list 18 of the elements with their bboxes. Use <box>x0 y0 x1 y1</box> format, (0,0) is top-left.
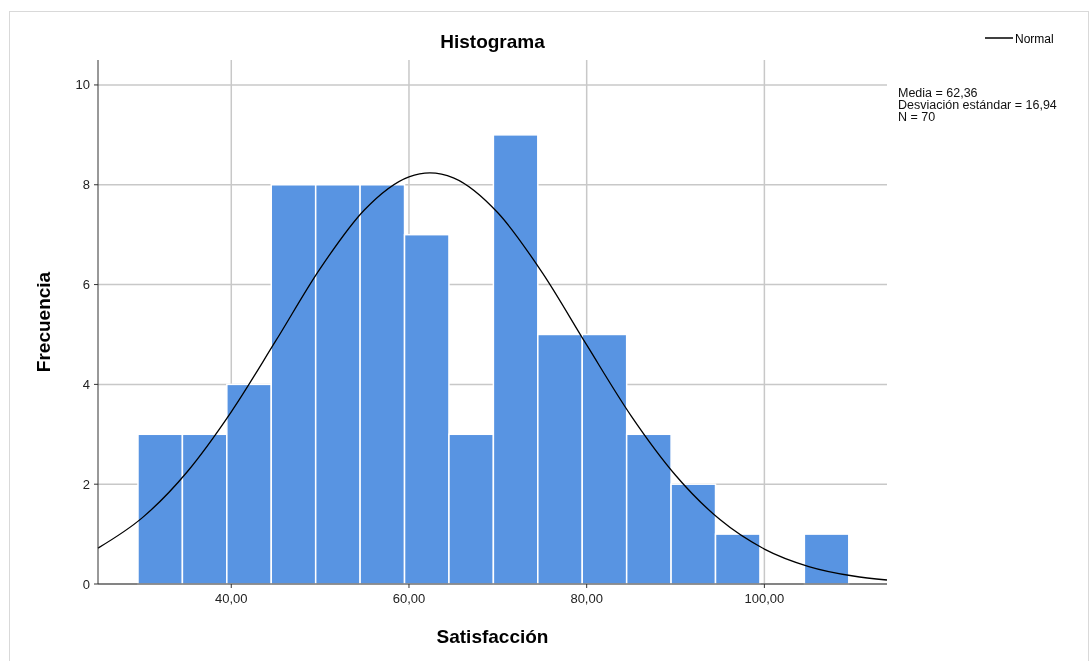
x-tick-label: 100,00 <box>744 591 785 606</box>
y-tick-label: 4 <box>82 376 90 392</box>
y-tick-label: 6 <box>82 277 90 293</box>
line-series <box>97 172 888 581</box>
y-axis-title: Frecuencia <box>33 271 54 373</box>
y-tick-label: 10 <box>75 77 90 93</box>
y-tick-label: 0 <box>82 576 90 592</box>
x-tick-label: 80,00 <box>570 591 603 606</box>
text: N = 70 <box>898 110 936 124</box>
y-tick-label: 8 <box>82 177 90 193</box>
text: Desviación estándar = 16,94 <box>898 98 1057 112</box>
legend-label: Normal <box>1015 31 1054 46</box>
text: Media = 62,36 <box>898 86 978 100</box>
chart-title: Histograma <box>440 31 546 52</box>
x-tick-label: 60,00 <box>392 591 426 606</box>
x-axis-title: Satisfacción <box>436 626 549 647</box>
x-tick-label: 40,00 <box>215 591 248 606</box>
y-tick-label: 2 <box>82 476 90 492</box>
